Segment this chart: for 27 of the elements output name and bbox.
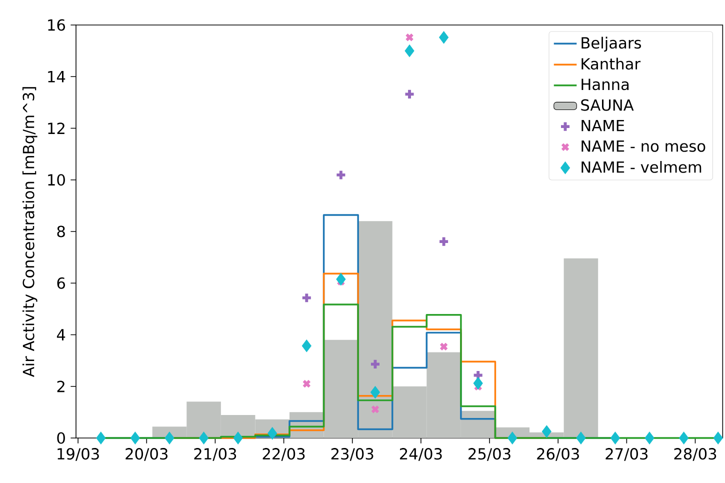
y-tick-label: 12 (48, 122, 64, 134)
x-tick-label: 26/03 (537, 448, 579, 461)
x-tick-label: 22/03 (262, 448, 305, 461)
x-tick-label: 25/03 (468, 448, 510, 461)
x-tick-label: 19/03 (58, 448, 99, 461)
x-tick-label: 20/03 (126, 448, 168, 461)
y-tick-label: 0 (57, 432, 65, 444)
y-tick-label: 10 (48, 174, 65, 186)
legend-label: Kanthar (582, 58, 641, 70)
y-tick-label: 6 (57, 277, 65, 289)
legend-label: NAME (582, 120, 624, 132)
y-axis-title: Air Activity Concentration [mBq/m^3] (22, 87, 38, 378)
y-tick-label: 14 (48, 71, 66, 82)
x-tick-label: 21/03 (194, 448, 236, 461)
y-tick-label: 2 (57, 380, 64, 392)
y-tick-label: 8 (57, 226, 65, 238)
x-tick-label: 24/03 (400, 448, 442, 461)
legend-label: Beljaars (582, 36, 641, 52)
legend-label: Hanna (582, 78, 629, 90)
legend-label: NAME - no meso (582, 140, 706, 152)
y-tick-label: 16 (48, 19, 65, 31)
x-tick-label: 28/03 (674, 448, 716, 461)
y-tick-label: 4 (56, 329, 66, 340)
legend-label: SAUNA (581, 99, 634, 111)
legend-label: NAME - velmem (582, 161, 702, 173)
x-tick-label: 23/03 (331, 448, 374, 461)
x-tick-label: 27/03 (606, 448, 648, 461)
